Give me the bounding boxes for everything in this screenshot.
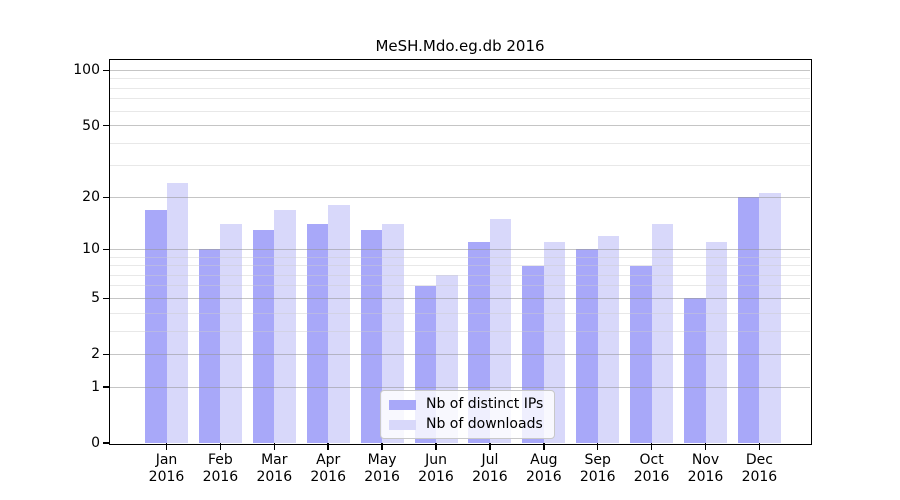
x-tick-aug: [543, 443, 545, 450]
gridline-minor-80: [110, 87, 810, 89]
y-tick-label-1: 1: [91, 379, 100, 396]
x-tick-feb: [219, 443, 222, 450]
gridline-major-50: [110, 125, 810, 127]
x-tick-jun: [435, 443, 437, 450]
chart-title: MeSH.Mdo.eg.db 2016: [375, 37, 545, 55]
legend: Nb of distinct IPs Nb of downloads: [380, 390, 556, 439]
x-tick-nov: [704, 443, 707, 450]
gridline-minor-8: [110, 265, 810, 267]
x-tick-label-oct: Oct 2016: [633, 452, 670, 485]
bar-distinct-ips-dec: [737, 197, 760, 443]
bar-downloads-apr: [328, 205, 350, 443]
y-tick-label-0: 0: [91, 435, 100, 451]
gridline-major-100: [110, 69, 810, 71]
x-tick-oct: [650, 443, 653, 450]
legend-swatch-downloads: [389, 419, 416, 430]
gridline-minor-7: [110, 274, 810, 276]
bar-downloads-dec: [759, 193, 781, 443]
y-tick-label-10: 10: [82, 241, 100, 258]
x-tick-dec: [758, 443, 761, 450]
gridline-major-1: [110, 386, 810, 388]
legend-label-distinct-ips: Nb of distinct IPs: [426, 396, 544, 412]
gridline-major-5: [110, 297, 810, 299]
y-tick-10: [103, 248, 110, 251]
x-tick-label-jan: Jan 2016: [148, 452, 185, 485]
bar-distinct-ips-nov: [684, 298, 706, 443]
legend-item-downloads: Nb of downloads: [389, 416, 543, 433]
y-tick-50: [103, 124, 110, 127]
x-tick-label-sep: Sep 2016: [579, 452, 616, 485]
bar-downloads-sep: [597, 235, 620, 443]
gridline-major-10: [110, 248, 810, 250]
x-tick-may: [381, 443, 383, 450]
bar-downloads-nov: [705, 242, 727, 443]
y-tick-100: [103, 69, 110, 72]
x-tick-label-nov: Nov 2016: [687, 452, 724, 485]
bar-distinct-ips-jan: [145, 209, 167, 443]
gridline-minor-90: [110, 78, 810, 80]
legend-swatch-distinct-ips: [389, 399, 416, 410]
y-tick-label-50: 50: [82, 117, 100, 134]
bar-distinct-ips-feb: [198, 249, 221, 443]
y-tick-label-100: 100: [73, 62, 100, 79]
y-tick-2: [103, 353, 110, 356]
x-tick-label-dec: Dec 2016: [741, 452, 778, 485]
bar-downloads-oct: [651, 224, 674, 443]
gridline-major-2: [110, 353, 810, 355]
gridline-minor-6: [110, 285, 810, 287]
gridline-minor-4: [110, 312, 810, 314]
gridline-minor-3: [110, 330, 810, 332]
legend-item-distinct-ips: Nb of distinct IPs: [389, 396, 543, 413]
x-tick-label-apr: Apr 2016: [310, 452, 346, 485]
y-tick-label-20: 20: [82, 189, 100, 206]
gridline-minor-60: [110, 110, 810, 112]
gridline-major-20: [110, 196, 810, 198]
y-tick-0: [103, 442, 110, 444]
gridline-minor-70: [110, 98, 810, 100]
bar-downloads-feb: [220, 224, 242, 443]
y-tick-label-2: 2: [91, 346, 100, 363]
bar-downloads-jan: [166, 183, 188, 443]
bar-downloads-may: [382, 224, 404, 443]
x-tick-label-feb: Feb 2016: [202, 452, 239, 485]
y-tick-5: [103, 297, 110, 300]
x-tick-label-mar: Mar 2016: [256, 452, 293, 485]
y-tick-20: [103, 196, 110, 198]
x-tick-label-jun: Jun 2016: [418, 452, 454, 485]
bar-distinct-ips-mar: [252, 229, 275, 443]
x-tick-label-aug: Aug 2016: [525, 452, 562, 485]
bar-distinct-ips-sep: [576, 249, 598, 443]
y-tick-1: [103, 386, 110, 388]
x-tick-label-may: May 2016: [364, 452, 400, 485]
gridline-minor-9: [110, 256, 810, 258]
x-tick-jan: [165, 443, 168, 450]
x-tick-label-jul: Jul 2016: [472, 452, 508, 485]
bar-distinct-ips-apr: [306, 224, 329, 443]
bar-downloads-mar: [274, 209, 296, 443]
bar-distinct-ips-may: [360, 229, 383, 443]
y-tick-label-5: 5: [91, 290, 100, 307]
gridline-minor-40: [110, 142, 810, 144]
x-tick-mar: [273, 443, 276, 450]
x-tick-apr: [327, 443, 329, 450]
x-tick-sep: [596, 443, 599, 450]
legend-label-downloads: Nb of downloads: [426, 416, 543, 432]
gridline-minor-30: [110, 165, 810, 167]
x-tick-jul: [489, 443, 491, 450]
